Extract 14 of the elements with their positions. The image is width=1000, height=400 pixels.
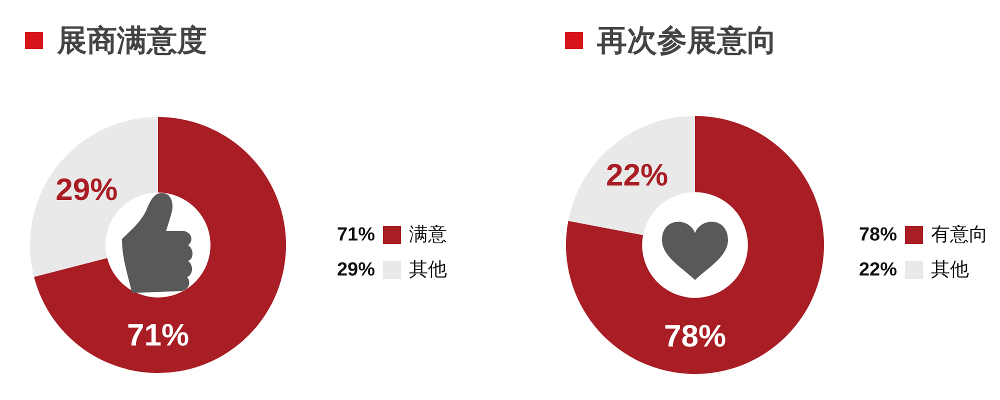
text: 22% (858, 260, 897, 280)
legend-label: 其他 (409, 260, 447, 280)
text: 78% (858, 224, 897, 246)
data-label: 29% (56, 172, 118, 208)
text: 71% (336, 224, 375, 246)
legend-label: 满意 (409, 224, 447, 246)
legend-label: 其他 (931, 260, 969, 280)
data-label: 78% (664, 318, 726, 354)
data-label: 71% (126, 318, 190, 353)
chart-title: 展商满意度 (56, 24, 207, 58)
data-label: 22% (606, 157, 668, 192)
text: 29% (336, 260, 375, 280)
chart-title: 再次参展意向 (596, 24, 777, 58)
legend-label: 有意向 (931, 224, 988, 246)
